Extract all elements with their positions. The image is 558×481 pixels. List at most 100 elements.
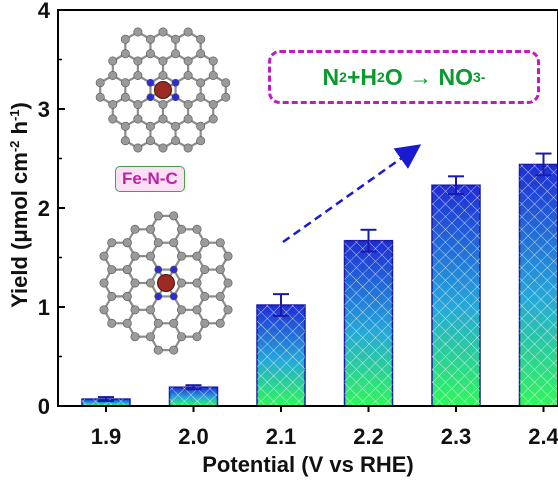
carbon-atom — [120, 121, 130, 131]
error-bars — [98, 152, 552, 403]
carbon-atom — [183, 143, 193, 153]
x-axis-label: Potential (V vs RHE) — [202, 452, 414, 477]
carbon-atom — [196, 92, 206, 102]
nitrogen-atom — [169, 265, 178, 274]
nitrogen-atom — [169, 292, 178, 301]
carbon-atom — [192, 278, 202, 288]
carbon-atom — [200, 291, 210, 301]
bar-hatch-2.1 — [257, 305, 305, 406]
carbon-atom — [200, 265, 210, 275]
y-tick-label: 1 — [38, 295, 50, 320]
carbon-atom — [208, 100, 218, 110]
carbon-atom — [158, 71, 168, 81]
y-axis-label-wrap: Yield (μmol cm-2 h-1) — [0, 0, 40, 410]
carbon-atom — [215, 238, 225, 248]
error-bar-2.2 — [360, 228, 377, 253]
x-axis-ticks: 1.9 2.0 2.1 2.2 2.3 2.4 — [91, 406, 558, 449]
carbon-atom — [177, 278, 187, 288]
carbon-atom — [183, 56, 193, 66]
carbon-atom — [130, 332, 140, 342]
nitrogen-atom — [146, 78, 155, 87]
carbon-atom — [108, 71, 118, 81]
carbon-atom — [130, 251, 140, 261]
carbon-atom — [120, 136, 130, 146]
carbon-atom — [221, 92, 231, 102]
carbon-atom — [145, 34, 155, 44]
iron-atom — [154, 81, 172, 99]
carbon-atom — [146, 305, 156, 315]
carbon-atom — [215, 265, 225, 275]
carbon-atom — [183, 27, 193, 37]
carbon-atom — [177, 332, 187, 342]
carbon-atom — [130, 305, 140, 315]
x-tick-label: 2.1 — [266, 424, 297, 449]
carbon-atom — [200, 238, 210, 248]
bar-hatch-1.9 — [82, 399, 130, 406]
trend-arrow — [282, 144, 422, 244]
carbon-atom — [223, 251, 233, 261]
carbon-atom — [153, 318, 163, 328]
carbon-atom — [120, 34, 130, 44]
error-bar-2.1 — [273, 293, 289, 317]
carbon-atom — [158, 100, 168, 110]
x-tick-label: 2.3 — [441, 424, 472, 449]
carbon-atom — [133, 56, 143, 66]
carbon-atom — [122, 265, 132, 275]
carbon-atom — [171, 34, 181, 44]
carbon-atom — [133, 27, 143, 37]
carbon-atom — [158, 143, 168, 153]
y-axis-ticks: 0 1 2 3 4 — [38, 0, 65, 419]
y-tick-label: 4 — [38, 0, 51, 23]
plot-frame — [57, 9, 558, 407]
carbon-atom — [208, 71, 218, 81]
carbon-atom — [130, 224, 140, 234]
carbon-atom — [169, 238, 179, 248]
error-bar-1.9 — [98, 396, 114, 403]
x-tick-label: 1.9 — [91, 424, 122, 449]
carbon-atom — [208, 56, 218, 66]
iron-atom — [157, 274, 175, 292]
bar-hatch-2.0 — [169, 387, 218, 406]
carbon-atom — [158, 114, 168, 124]
nitrogen-atom — [171, 93, 180, 102]
carbon-atom — [171, 121, 181, 131]
carbon-atom — [108, 100, 118, 110]
carbon-atom — [99, 305, 109, 315]
carbon-atom — [120, 78, 130, 88]
nitrogen-atom — [171, 78, 180, 87]
carbon-atom — [122, 318, 132, 328]
carbon-atom — [169, 345, 179, 355]
carbon-atom — [122, 238, 132, 248]
bar-hatch-2.3 — [432, 185, 480, 406]
carbon-atom — [158, 27, 168, 37]
nitrogen-atom — [146, 93, 155, 102]
carbon-atom — [171, 136, 181, 146]
y-tick-label: 0 — [38, 394, 50, 419]
carbon-atom — [133, 71, 143, 81]
nitrogen-atom — [154, 292, 163, 301]
carbon-atom — [107, 238, 117, 248]
carbon-atom — [99, 251, 109, 261]
y-axis-label: Yield (μmol cm-2 h-1) — [6, 102, 33, 308]
bar-hatch-2.4 — [519, 164, 558, 406]
carbon-atom — [183, 100, 193, 110]
carbon-atom — [192, 224, 202, 234]
carbon-atom — [223, 278, 233, 288]
fe-n-c-molecule-side-view — [99, 211, 233, 355]
carbon-atom — [215, 291, 225, 301]
carbon-atom — [107, 265, 117, 275]
carbon-atom — [133, 143, 143, 153]
carbon-atom — [95, 92, 105, 102]
carbon-atom — [215, 318, 225, 328]
carbon-atom — [183, 71, 193, 81]
carbon-atom — [145, 121, 155, 131]
carbon-atom — [196, 136, 206, 146]
carbon-atom — [122, 291, 132, 301]
carbon-atom — [146, 332, 156, 342]
carbon-atom — [146, 278, 156, 288]
carbon-atom — [145, 49, 155, 59]
fe-n-c-molecule-top-view — [95, 27, 231, 153]
carbon-atom — [177, 305, 187, 315]
bar-series — [81, 163, 558, 407]
